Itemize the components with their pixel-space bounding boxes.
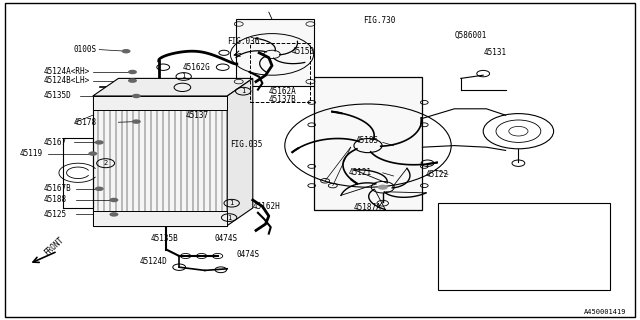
Circle shape bbox=[378, 185, 388, 190]
Text: FIG.730: FIG.730 bbox=[364, 16, 396, 25]
Text: 45124B<LH>: 45124B<LH> bbox=[44, 76, 90, 85]
Text: 1: 1 bbox=[182, 74, 186, 79]
Text: W170064: W170064 bbox=[467, 215, 496, 220]
Text: 1: 1 bbox=[241, 88, 245, 94]
Circle shape bbox=[128, 78, 137, 83]
Circle shape bbox=[95, 140, 104, 145]
Text: FRONT: FRONT bbox=[43, 235, 66, 258]
Bar bbox=[93, 211, 227, 226]
Text: 45162G: 45162G bbox=[182, 63, 210, 72]
Text: FIG.035: FIG.035 bbox=[230, 140, 263, 149]
Text: 2: 2 bbox=[104, 160, 108, 166]
Text: 1: 1 bbox=[227, 215, 231, 220]
Text: 45135B: 45135B bbox=[150, 234, 178, 243]
Bar bbox=[93, 96, 227, 226]
Text: 45162H: 45162H bbox=[253, 202, 280, 211]
Text: 45135D: 45135D bbox=[44, 92, 71, 100]
Text: 45185: 45185 bbox=[355, 136, 378, 145]
Polygon shape bbox=[93, 78, 253, 96]
Text: ('16MY-): ('16MY-) bbox=[511, 272, 545, 278]
Text: 2: 2 bbox=[449, 244, 452, 249]
Circle shape bbox=[132, 119, 141, 124]
Bar bbox=[438, 203, 610, 290]
Text: 45162A: 45162A bbox=[269, 87, 296, 96]
Text: 1: 1 bbox=[230, 200, 234, 206]
Text: 57780: 57780 bbox=[467, 244, 488, 249]
Polygon shape bbox=[227, 78, 253, 226]
Text: (-'15MY): (-'15MY) bbox=[511, 243, 545, 250]
Circle shape bbox=[128, 70, 137, 74]
Text: 0100S: 0100S bbox=[74, 45, 97, 54]
Text: 45125: 45125 bbox=[44, 210, 67, 219]
Text: 45188: 45188 bbox=[44, 196, 67, 204]
Text: 45137: 45137 bbox=[186, 111, 209, 120]
Circle shape bbox=[109, 212, 118, 217]
Text: 45187A: 45187A bbox=[354, 204, 381, 212]
Text: 45167C: 45167C bbox=[467, 272, 492, 278]
Text: 45131: 45131 bbox=[483, 48, 506, 57]
Bar bbox=[250, 43, 310, 102]
Bar bbox=[93, 96, 227, 110]
Text: 1: 1 bbox=[449, 215, 452, 220]
Circle shape bbox=[95, 187, 104, 191]
Bar bbox=[314, 77, 422, 210]
Text: 45124A<RH>: 45124A<RH> bbox=[44, 68, 90, 76]
Text: FIG.036: FIG.036 bbox=[227, 37, 260, 46]
Text: 45122: 45122 bbox=[426, 170, 449, 179]
Text: 45137B: 45137B bbox=[269, 95, 296, 104]
Text: 45150: 45150 bbox=[291, 47, 314, 56]
Text: 0474S: 0474S bbox=[237, 250, 260, 259]
Text: 0474S: 0474S bbox=[214, 234, 237, 243]
Text: 45178: 45178 bbox=[74, 118, 97, 127]
Circle shape bbox=[132, 94, 141, 98]
Text: 45119: 45119 bbox=[19, 149, 42, 158]
Circle shape bbox=[88, 151, 97, 156]
Text: 45121: 45121 bbox=[349, 168, 372, 177]
Bar bbox=[236, 19, 314, 86]
Text: 45124D: 45124D bbox=[140, 257, 167, 266]
Circle shape bbox=[109, 198, 118, 202]
Text: Q586001: Q586001 bbox=[454, 31, 487, 40]
Circle shape bbox=[122, 49, 131, 53]
Text: 45167: 45167 bbox=[44, 138, 67, 147]
Text: 45167B: 45167B bbox=[44, 184, 71, 193]
Text: A450001419: A450001419 bbox=[584, 309, 626, 315]
